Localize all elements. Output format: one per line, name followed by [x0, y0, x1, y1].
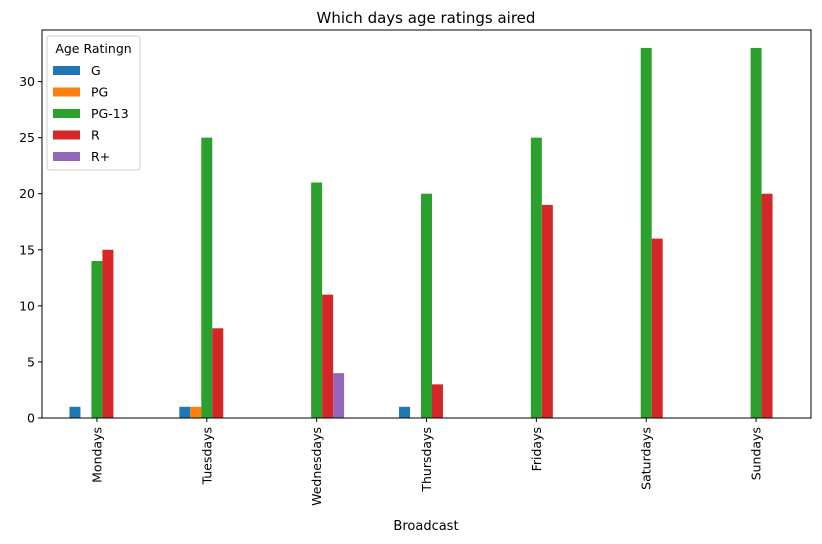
- bar-pg-13-thursdays: [421, 193, 432, 418]
- bar-r-wednesdays: [322, 294, 334, 418]
- legend-label-r: R: [91, 128, 100, 143]
- x-axis-label: Broadcast: [393, 519, 458, 534]
- bar-pg-tuesdays: [190, 406, 202, 418]
- x-tick-label: Fridays: [529, 427, 544, 471]
- bar-g-mondays: [69, 406, 81, 418]
- legend-label-g: G: [91, 63, 101, 78]
- bar-r-thursdays: [431, 384, 443, 418]
- legend-label-pg-13: PG-13: [91, 106, 129, 121]
- x-tick-label: Saturdays: [639, 427, 654, 490]
- bar-r-saturdays: [651, 238, 663, 418]
- legend-swatch-pg-13: [53, 109, 80, 118]
- bar-r-fridays: [541, 204, 553, 418]
- bar-g-thursdays: [399, 406, 411, 418]
- y-tick-label: 10: [19, 298, 35, 313]
- plot-area: 0 5 10 15 20 25 30 Mondays Tuesdays Wednesdays Thu…: [19, 29, 812, 506]
- chart-title: Which days age ratings aired: [317, 9, 536, 27]
- bar-pg-13-saturdays: [640, 47, 652, 418]
- y-tick-label: 15: [19, 242, 35, 257]
- x-tick-label: Wednesdays: [309, 427, 324, 506]
- y-tick-label: 20: [19, 186, 35, 201]
- bar-r-mondays: [102, 249, 114, 418]
- legend-label-pg: PG: [91, 85, 108, 100]
- bar-pg-13-wednesdays: [311, 182, 323, 418]
- legend-label-r-: R+: [91, 149, 110, 164]
- y-tick-label: 5: [27, 354, 35, 369]
- x-tick-label: Mondays: [89, 427, 104, 483]
- bar-g-tuesdays: [179, 406, 191, 418]
- bar-pg-13-tuesdays: [201, 137, 213, 418]
- bar-r-sundays: [761, 193, 773, 418]
- x-tick-label: Thursdays: [419, 427, 434, 493]
- bar-pg-13-sundays: [750, 47, 762, 418]
- legend-swatch-g: [53, 66, 80, 75]
- legend-swatch-r-: [53, 152, 80, 161]
- x-tick-label: Sundays: [749, 427, 764, 480]
- bar-r-tuesdays: [212, 328, 224, 418]
- bar-pg-13-mondays: [91, 261, 103, 418]
- y-tick-label: 25: [19, 130, 35, 145]
- x-tick-label: Tuesdays: [199, 427, 214, 485]
- legend-swatch-r: [53, 130, 80, 140]
- bar-r--wednesdays: [333, 373, 345, 418]
- bar-pg-13-fridays: [530, 137, 542, 418]
- legend: Age Ratingn G PG PG-13 R R+: [46, 35, 141, 171]
- legend-title: Age Ratingn: [55, 41, 131, 56]
- legend-swatch-pg: [53, 87, 80, 97]
- y-tick-label: 30: [19, 74, 35, 89]
- y-tick-label: 0: [27, 411, 35, 426]
